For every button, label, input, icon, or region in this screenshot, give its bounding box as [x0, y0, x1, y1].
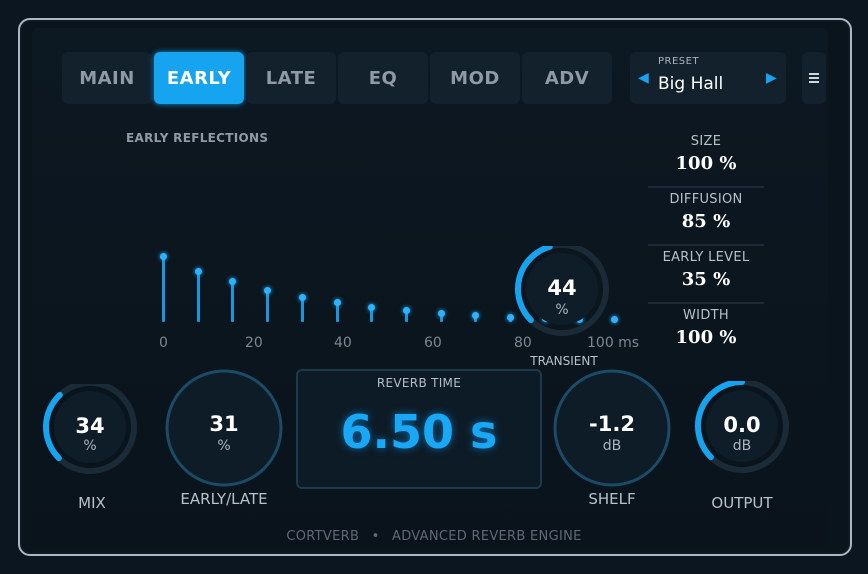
mix-value: 34 [75, 414, 105, 438]
mix-knob-arc [43, 391, 63, 462]
hamburger-icon [809, 71, 819, 85]
reflection-bar [611, 316, 619, 323]
tab-mod[interactable]: MOD [430, 52, 520, 104]
reflection-dot [333, 299, 341, 307]
reflection-dot [437, 310, 445, 318]
param-width-value: 100 % [675, 327, 737, 348]
reflection-bar [368, 303, 376, 322]
param-size-value: 100 % [675, 153, 737, 174]
reflection-dot [611, 316, 619, 323]
early-reflections-title: EARLY REFLECTIONS [126, 131, 269, 145]
param-diffusion[interactable]: DIFFUSION 85 % [648, 188, 764, 246]
footer-separator: • [371, 529, 380, 544]
early-late-label: EARLY/LATE [180, 490, 268, 508]
tab-main[interactable]: MAIN [62, 52, 152, 104]
reflection-bar [402, 307, 410, 322]
transient-label: TRANSIENT [530, 354, 598, 368]
param-diffusion-label: DIFFUSION [669, 192, 743, 207]
tab-adv[interactable]: ADV [522, 52, 612, 104]
reflection-bar [264, 287, 272, 322]
transient-knob[interactable]: 44 % [512, 242, 612, 346]
param-size[interactable]: SIZE 100 % [648, 130, 764, 188]
reflection-bar [229, 278, 237, 322]
param-early-level[interactable]: EARLY LEVEL 35 % [648, 246, 764, 304]
tab-late[interactable]: LATE [246, 52, 336, 104]
reflection-dot [298, 293, 306, 301]
mix-knob[interactable]: 34 % [40, 380, 140, 484]
shelf-knob[interactable]: -1.2 dB [552, 368, 672, 488]
triangle-right-icon[interactable]: ▶ [766, 70, 777, 86]
param-early-level-value: 35 % [681, 269, 731, 290]
axis-tick-label: 100 ms [587, 335, 640, 351]
output-label: OUTPUT [711, 494, 773, 512]
reflection-bar [437, 310, 445, 322]
reverb-time-display[interactable]: REVERB TIME 6.50 s [296, 369, 542, 489]
output-knob[interactable]: 0.0 dB [692, 379, 792, 481]
output-knob-ring [695, 379, 789, 473]
preset-name[interactable]: Big Hall [658, 74, 724, 94]
reflection-dot [507, 313, 514, 321]
shelf-label: SHELF [588, 490, 636, 508]
transient-unit: % [555, 302, 569, 318]
param-width[interactable]: WIDTH 100 % [648, 304, 764, 360]
reflection-dot [160, 253, 167, 260]
reflection-bar [333, 299, 341, 322]
axis-tick-label: 0 [159, 335, 168, 351]
early-late-knob-ring [165, 369, 283, 487]
param-size-label: SIZE [690, 134, 722, 149]
triangle-left-icon[interactable]: ◀ [638, 70, 649, 86]
tab-eq[interactable]: EQ [338, 52, 428, 104]
reflection-dot [472, 312, 480, 320]
preset-label: PRESET [658, 56, 700, 67]
param-width-label: WIDTH [683, 308, 729, 323]
mix-knob-ring [43, 380, 137, 474]
output-value: 0.0 [723, 413, 761, 437]
early-late-value: 31 [209, 412, 239, 436]
mix-unit: % [83, 438, 97, 454]
parameter-list: SIZE 100 % DIFFUSION 85 % EARLY LEVEL 35… [648, 130, 764, 360]
menu-button[interactable] [802, 52, 826, 104]
param-diffusion-value: 85 % [681, 211, 731, 232]
shelf-unit: dB [602, 438, 622, 454]
early-late-knob[interactable]: 31 % [164, 368, 284, 488]
reverb-time-value: 6.50 s [340, 405, 498, 459]
axis-tick-label: 20 [245, 335, 263, 351]
tab-bar: MAIN EARLY LATE EQ MOD ADV [62, 52, 612, 104]
axis-tick-label: 80 [514, 335, 532, 351]
reverb-time-label: REVERB TIME [376, 376, 462, 390]
early-late-unit: % [217, 438, 231, 454]
footer-tagline: ADVANCED REVERB ENGINE [392, 529, 582, 544]
reflection-bar [160, 253, 167, 322]
output-knob-arc [695, 379, 745, 461]
param-early-level-label: EARLY LEVEL [662, 250, 750, 265]
reflection-bar [472, 312, 480, 322]
transient-knob-ring [515, 242, 609, 336]
reflection-dot [264, 287, 272, 295]
reflection-dot [194, 267, 202, 275]
axis-tick-label: 60 [424, 335, 442, 351]
reflection-bar [507, 313, 514, 322]
reflection-bar [194, 267, 202, 322]
reflection-dot [229, 278, 237, 286]
reflection-bar [298, 293, 306, 322]
output-unit: dB [732, 438, 752, 454]
reflection-dot [402, 307, 410, 315]
footer-brand: CORTVERB [286, 529, 360, 544]
axis-tick-label: 40 [334, 335, 352, 351]
transient-value: 44 [547, 276, 577, 300]
preset-selector: ◀ PRESET Big Hall ▶ [630, 52, 786, 104]
tab-early[interactable]: EARLY [154, 52, 244, 104]
mix-label: MIX [78, 494, 106, 512]
reflection-dot [368, 303, 376, 311]
shelf-value: -1.2 [589, 412, 635, 436]
shelf-knob-ring [553, 369, 671, 487]
transient-knob-arc [515, 243, 553, 324]
footer: CORTVERB • ADVANCED REVERB ENGINE [0, 529, 868, 544]
